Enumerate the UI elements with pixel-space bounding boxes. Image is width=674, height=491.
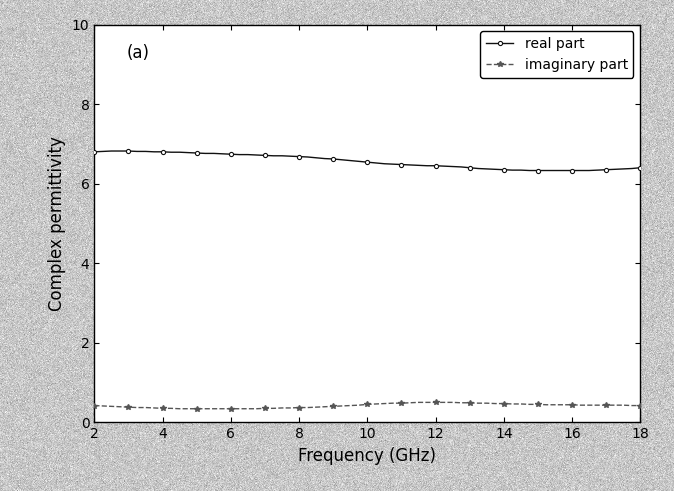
real part (261, 152, 269, 158)
imaginary part (415, 400, 423, 406)
imaginary part (90, 403, 98, 409)
real part (107, 148, 115, 154)
imaginary part (636, 403, 644, 409)
real part (90, 149, 98, 155)
imaginary part (576, 402, 584, 408)
Line: imaginary part: imaginary part (92, 400, 643, 411)
real part (576, 167, 584, 173)
Text: (a): (a) (127, 45, 150, 62)
imaginary part (619, 402, 627, 408)
real part (226, 151, 235, 157)
real part (525, 167, 533, 173)
imaginary part (380, 401, 388, 407)
Y-axis label: Complex permittivity: Complex permittivity (49, 136, 66, 311)
Line: real part: real part (92, 149, 642, 173)
imaginary part (261, 406, 269, 411)
real part (619, 166, 627, 172)
real part (329, 156, 337, 162)
imaginary part (226, 406, 235, 411)
X-axis label: Frequency (GHz): Frequency (GHz) (299, 447, 436, 464)
real part (636, 165, 644, 171)
imaginary part (176, 406, 184, 411)
real part (380, 161, 388, 167)
imaginary part (329, 404, 337, 409)
Legend: real part, imaginary part: real part, imaginary part (480, 31, 634, 78)
